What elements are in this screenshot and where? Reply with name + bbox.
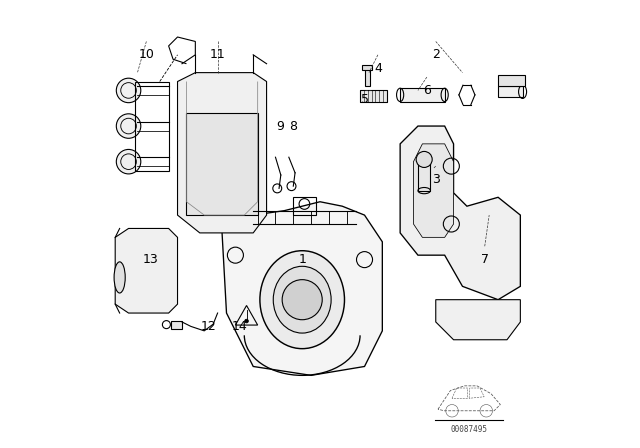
Text: 4: 4 <box>374 62 382 75</box>
Bar <box>360 90 387 102</box>
Text: 11: 11 <box>210 48 225 61</box>
Ellipse shape <box>273 266 331 333</box>
Bar <box>400 88 445 102</box>
Bar <box>418 162 431 190</box>
Text: 14: 14 <box>232 320 248 333</box>
Circle shape <box>282 280 322 320</box>
Ellipse shape <box>114 262 125 293</box>
Polygon shape <box>222 202 382 375</box>
Bar <box>171 321 182 329</box>
Text: 00087495: 00087495 <box>451 425 488 434</box>
Bar <box>498 75 525 86</box>
Text: 2: 2 <box>432 48 440 61</box>
Ellipse shape <box>116 150 141 174</box>
Polygon shape <box>186 113 258 215</box>
Ellipse shape <box>260 251 344 349</box>
Text: 1: 1 <box>298 253 306 266</box>
Bar <box>293 197 316 215</box>
Text: 8: 8 <box>289 120 298 133</box>
Polygon shape <box>413 144 454 237</box>
Polygon shape <box>400 126 520 300</box>
Bar <box>498 86 523 97</box>
Bar <box>135 82 168 171</box>
Circle shape <box>416 151 432 168</box>
Text: 3: 3 <box>432 173 440 186</box>
Text: 9: 9 <box>276 120 284 133</box>
Text: 7: 7 <box>481 253 489 266</box>
Text: 12: 12 <box>201 320 216 333</box>
Text: 5: 5 <box>360 93 369 106</box>
Ellipse shape <box>116 114 141 138</box>
Text: 10: 10 <box>138 48 154 61</box>
Polygon shape <box>177 73 267 233</box>
Polygon shape <box>115 228 177 313</box>
Circle shape <box>244 319 248 323</box>
Ellipse shape <box>116 78 141 103</box>
Bar <box>362 65 372 70</box>
Polygon shape <box>436 300 520 340</box>
Text: 13: 13 <box>143 253 159 266</box>
Bar <box>365 68 370 86</box>
Text: 6: 6 <box>423 84 431 97</box>
